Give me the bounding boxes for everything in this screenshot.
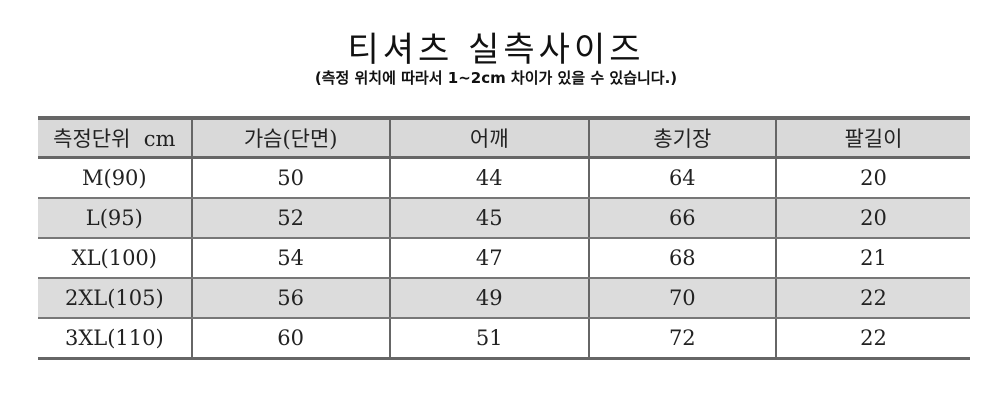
table-cell: 64	[587, 157, 776, 199]
table-cell: 20	[774, 157, 970, 199]
table-cell: 3XL(110)	[38, 318, 192, 360]
header-cell: 팔길이	[774, 116, 970, 159]
table-cell: 68	[587, 238, 776, 279]
table-cell: 49	[388, 278, 589, 319]
table-cell: 72	[587, 318, 776, 360]
table-cell: 56	[190, 278, 390, 319]
size-table: 측정단위 cm 가슴(단면) 어깨 총기장 팔길이 M(90) 50 44 64 20 L…	[38, 116, 970, 360]
table-cell: 60	[190, 318, 390, 360]
table-cell: XL(100)	[38, 238, 192, 279]
table-row: L(95) 52 45 66 20	[38, 198, 970, 239]
table-cell: 54	[190, 238, 390, 279]
table-cell: 22	[774, 318, 970, 360]
table-cell: 51	[388, 318, 589, 360]
table-row: M(90) 50 44 64 20	[38, 157, 970, 199]
header-row: 측정단위 cm 가슴(단면) 어깨 총기장 팔길이	[38, 116, 970, 159]
table-cell: 44	[388, 157, 589, 199]
header-cell: 가슴(단면)	[190, 116, 390, 159]
table-cell: 66	[587, 198, 776, 239]
table-cell: 47	[388, 238, 589, 279]
header-cell: 측정단위 cm	[38, 116, 192, 159]
header-cell: 어깨	[388, 116, 589, 159]
table-cell: 22	[774, 278, 970, 319]
table-cell: L(95)	[38, 198, 192, 239]
table-cell: 2XL(105)	[38, 278, 192, 319]
table-row: XL(100) 54 47 68 21	[38, 238, 970, 279]
table-cell: 21	[774, 238, 970, 279]
table-cell: 50	[190, 157, 390, 199]
subtitle-note: (측정 위치에 따라서 1~2cm 차이가 있을 수 있습니다.)	[314, 69, 678, 87]
table-cell: 20	[774, 198, 970, 239]
table-cell: 45	[388, 198, 589, 239]
header-cell: 총기장	[587, 116, 776, 159]
table-row: 2XL(105) 56 49 70 22	[38, 278, 970, 319]
table-row: 3XL(110) 60 51 72 22	[38, 318, 970, 360]
table-cell: M(90)	[38, 157, 192, 199]
page-title: 티셔츠 실측사이즈	[347, 30, 645, 70]
table-cell: 70	[587, 278, 776, 319]
table-cell: 52	[190, 198, 390, 239]
